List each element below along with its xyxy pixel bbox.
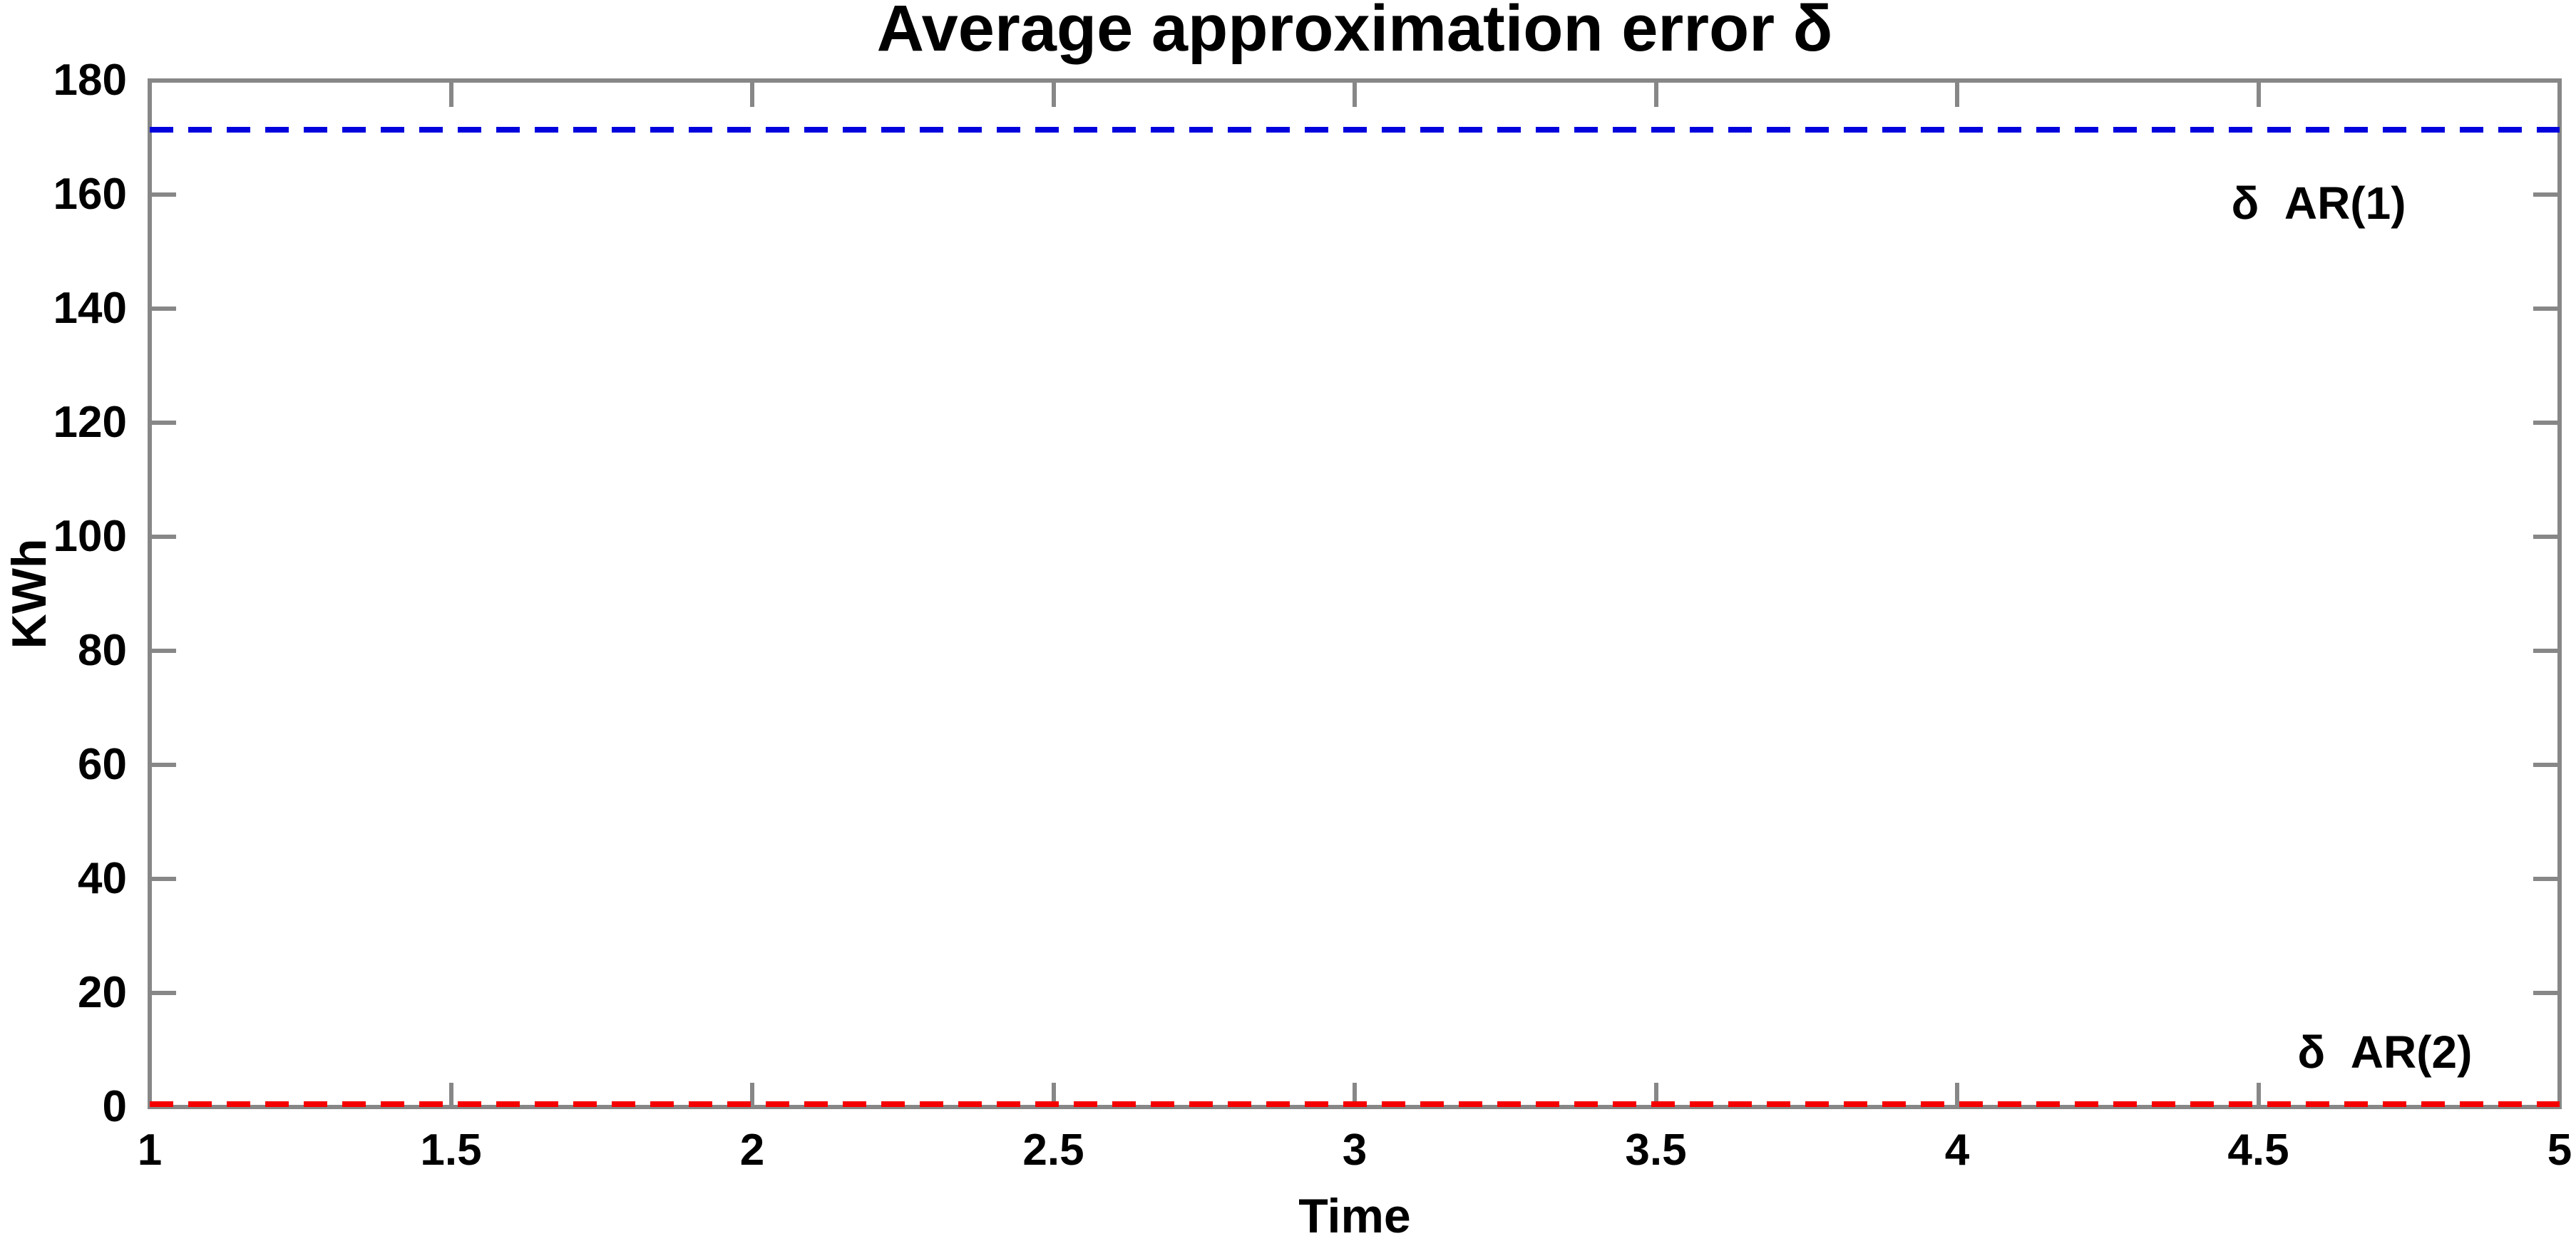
x-tick-label: 1 xyxy=(137,1126,163,1175)
x-tick-mark xyxy=(1653,83,1658,107)
x-tick-label: 2.5 xyxy=(1022,1126,1084,1175)
y-tick-label: 180 xyxy=(53,56,127,105)
x-axis-label: Time xyxy=(1298,1189,1411,1243)
y-tick-label: 120 xyxy=(53,398,127,447)
y-tick-mark xyxy=(2533,421,2557,425)
y-tick-mark xyxy=(152,1105,176,1109)
x-tick-label: 1.5 xyxy=(420,1126,482,1175)
y-tick-mark xyxy=(2533,877,2557,881)
x-tick-mark xyxy=(1353,1083,1357,1107)
y-tick-mark xyxy=(152,78,176,83)
x-tick-mark xyxy=(2557,83,2562,107)
plot-overlay: δ AR(1) δ AR(2) xyxy=(148,78,2562,1109)
y-tick-mark xyxy=(152,307,176,311)
y-tick-mark xyxy=(152,877,176,881)
y-tick-mark xyxy=(2533,192,2557,197)
y-tick-mark xyxy=(152,192,176,197)
plot-area xyxy=(148,78,2562,1109)
x-tick-mark xyxy=(2557,1083,2562,1107)
x-tick-mark xyxy=(2256,83,2261,107)
y-tick-mark xyxy=(152,421,176,425)
y-tick-mark xyxy=(2533,307,2557,311)
x-tick-label: 4.5 xyxy=(2227,1126,2289,1175)
x-tick-mark xyxy=(1353,83,1357,107)
x-tick-mark xyxy=(448,83,453,107)
y-tick-mark xyxy=(152,763,176,767)
x-tick-mark xyxy=(448,1083,453,1107)
x-tick-mark xyxy=(1051,1083,1056,1107)
x-tick-label: 3 xyxy=(1342,1126,1367,1175)
x-tick-label: 3.5 xyxy=(1625,1126,1687,1175)
series-annotation-1: δ AR(1) xyxy=(2231,177,2406,229)
y-tick-mark xyxy=(152,535,176,539)
y-tick-mark xyxy=(152,649,176,653)
y-tick-label: 40 xyxy=(78,854,127,903)
y-tick-label: 20 xyxy=(78,968,127,1017)
x-tick-mark xyxy=(750,1083,754,1107)
y-tick-mark xyxy=(2533,535,2557,539)
y-tick-label: 0 xyxy=(102,1082,127,1131)
y-tick-label: 160 xyxy=(53,170,127,219)
series-line-1 xyxy=(150,126,2560,133)
y-tick-mark xyxy=(2533,649,2557,653)
x-tick-mark xyxy=(2256,1083,2261,1107)
x-tick-mark xyxy=(148,1083,152,1107)
x-tick-mark xyxy=(1955,83,1959,107)
y-tick-label: 100 xyxy=(53,512,127,561)
x-tick-label: 2 xyxy=(739,1126,765,1175)
x-tick-label: 4 xyxy=(1944,1126,1970,1175)
series-annotation-2: δ AR(2) xyxy=(2297,1026,2473,1078)
x-tick-mark xyxy=(750,83,754,107)
series-line-2 xyxy=(150,1101,2560,1107)
y-tick-label: 140 xyxy=(53,284,127,333)
x-tick-mark xyxy=(1955,1083,1959,1107)
y-tick-mark xyxy=(2533,991,2557,995)
x-tick-mark xyxy=(1653,1083,1658,1107)
y-tick-mark xyxy=(2533,1105,2557,1109)
chart-title: Average approximation error δ xyxy=(876,0,1833,65)
x-tick-mark xyxy=(1051,83,1056,107)
x-tick-label: 5 xyxy=(2547,1126,2572,1175)
x-tick-mark xyxy=(148,83,152,107)
y-tick-label: 60 xyxy=(78,740,127,789)
y-tick-label: 80 xyxy=(78,626,127,675)
y-tick-mark xyxy=(2533,763,2557,767)
y-tick-mark xyxy=(2533,78,2557,83)
y-tick-mark xyxy=(152,991,176,995)
